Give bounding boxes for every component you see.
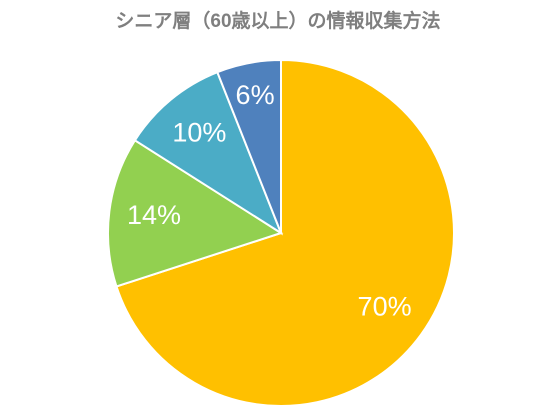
data-label: 70% <box>358 291 412 321</box>
data-label: 10% <box>172 117 226 147</box>
chart-title: シニア層（60歳以上）の情報収集方法 <box>115 9 440 32</box>
data-label: 6% <box>236 80 275 110</box>
pie-slice <box>133 70 284 236</box>
pie-slice <box>115 58 455 407</box>
pie-slice <box>107 138 284 288</box>
data-label: 14% <box>127 200 181 230</box>
pie-slice <box>216 58 282 234</box>
